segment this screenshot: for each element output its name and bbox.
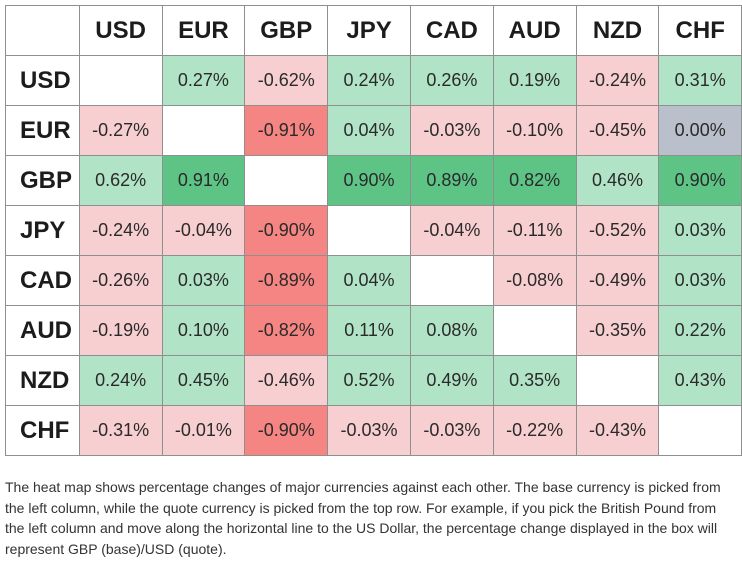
column-header-eur: EUR [161, 5, 246, 56]
column-header-jpy: JPY [327, 5, 411, 56]
cell-nzd-nzd [575, 355, 660, 406]
heatmap-row-gbp: GBP 0.62% 0.91% 0.90% 0.89% 0.82% 0.46% 0.90% [5, 155, 742, 206]
cell-gbp-nzd: 0.46% [575, 155, 660, 206]
cell-cad-cad [409, 255, 494, 306]
heatmap-row-eur: EUR -0.27% -0.91% 0.04% -0.03% -0.10% -0.45% 0.… [5, 105, 742, 156]
cell-eur-jpy: 0.04% [327, 105, 411, 156]
cell-nzd-cad: 0.49% [409, 355, 494, 406]
row-header-jpy: JPY [5, 205, 80, 256]
cell-eur-gbp: -0.91% [244, 105, 329, 156]
cell-chf-usd: -0.31% [78, 405, 163, 456]
row-header-chf: CHF [5, 405, 80, 456]
cell-aud-cad: 0.08% [409, 305, 494, 356]
row-header-gbp: GBP [5, 155, 80, 206]
cell-cad-gbp: -0.89% [244, 255, 329, 306]
cell-eur-aud: -0.10% [492, 105, 577, 156]
cell-aud-eur: 0.10% [161, 305, 246, 356]
cell-gbp-jpy: 0.90% [327, 155, 411, 206]
heatmap-row-nzd: NZD 0.24% 0.45% -0.46% 0.52% 0.49% 0.35% 0.43% [5, 355, 742, 406]
heatmap-caption: The heat map shows percentage changes of… [5, 479, 721, 557]
cell-gbp-chf: 0.90% [658, 155, 742, 206]
row-header-cad: CAD [5, 255, 80, 306]
heatmap-row-usd: USD 0.27% -0.62% 0.24% 0.26% 0.19% -0.24% 0.31% [5, 55, 742, 106]
cell-usd-eur: 0.27% [161, 55, 246, 106]
cell-chf-jpy: -0.03% [327, 405, 411, 456]
cell-usd-gbp: -0.62% [244, 55, 329, 106]
cell-jpy-cad: -0.04% [409, 205, 494, 256]
cell-cad-nzd: -0.49% [575, 255, 660, 306]
cell-eur-usd: -0.27% [78, 105, 163, 156]
column-header-usd: USD [78, 5, 163, 56]
cell-jpy-eur: -0.04% [161, 205, 246, 256]
heatmap-body: USD 0.27% -0.62% 0.24% 0.26% 0.19% -0.24% 0.31%… [5, 55, 742, 456]
column-header-chf: CHF [658, 5, 742, 56]
cell-cad-usd: -0.26% [78, 255, 163, 306]
cell-aud-chf: 0.22% [658, 305, 742, 356]
cell-usd-usd [78, 55, 163, 106]
cell-jpy-chf: 0.03% [658, 205, 742, 256]
cell-aud-usd: -0.19% [78, 305, 163, 356]
cell-aud-jpy: 0.11% [327, 305, 411, 356]
cell-nzd-aud: 0.35% [492, 355, 577, 406]
cell-cad-eur: 0.03% [161, 255, 246, 306]
cell-nzd-usd: 0.24% [78, 355, 163, 406]
cell-eur-chf: 0.00% [658, 105, 742, 156]
cell-nzd-jpy: 0.52% [327, 355, 411, 406]
cell-jpy-gbp: -0.90% [244, 205, 329, 256]
corner-cell [5, 5, 80, 56]
cell-usd-nzd: -0.24% [575, 55, 660, 106]
cell-chf-eur: -0.01% [161, 405, 246, 456]
cell-usd-jpy: 0.24% [327, 55, 411, 106]
cell-gbp-gbp [244, 155, 329, 206]
column-header-nzd: NZD [575, 5, 660, 56]
cell-cad-chf: 0.03% [658, 255, 742, 306]
cell-usd-aud: 0.19% [492, 55, 577, 106]
column-header-gbp: GBP [244, 5, 329, 56]
cell-nzd-chf: 0.43% [658, 355, 742, 406]
cell-eur-eur [161, 105, 246, 156]
cell-chf-gbp: -0.90% [244, 405, 329, 456]
cell-gbp-aud: 0.82% [492, 155, 577, 206]
currency-heatmap: USD EUR GBP JPY CAD AUD NZD CHF USD 0.27% -0.62% 0… [5, 5, 742, 456]
cell-cad-jpy: 0.04% [327, 255, 411, 306]
column-header-row: USD EUR GBP JPY CAD AUD NZD CHF [5, 5, 742, 56]
cell-nzd-eur: 0.45% [161, 355, 246, 406]
cell-jpy-nzd: -0.52% [575, 205, 660, 256]
column-header-aud: AUD [492, 5, 577, 56]
cell-chf-nzd: -0.43% [575, 405, 660, 456]
cell-gbp-usd: 0.62% [78, 155, 163, 206]
cell-usd-cad: 0.26% [409, 55, 494, 106]
cell-chf-chf [658, 405, 742, 456]
row-header-usd: USD [5, 55, 80, 106]
cell-chf-aud: -0.22% [492, 405, 577, 456]
cell-jpy-usd: -0.24% [78, 205, 163, 256]
row-header-nzd: NZD [5, 355, 80, 406]
cell-nzd-gbp: -0.46% [244, 355, 329, 406]
cell-cad-aud: -0.08% [492, 255, 577, 306]
cell-jpy-jpy [327, 205, 411, 256]
cell-gbp-cad: 0.89% [409, 155, 494, 206]
heatmap-row-aud: AUD -0.19% 0.10% -0.82% 0.11% 0.08% -0.35% 0.22… [5, 305, 742, 356]
cell-jpy-aud: -0.11% [492, 205, 577, 256]
cell-eur-cad: -0.03% [409, 105, 494, 156]
cell-aud-gbp: -0.82% [244, 305, 329, 356]
cell-aud-aud [492, 305, 577, 356]
heatmap-row-jpy: JPY -0.24% -0.04% -0.90% -0.04% -0.11% -0.52% 0… [5, 205, 742, 256]
row-header-aud: AUD [5, 305, 80, 356]
cell-aud-nzd: -0.35% [575, 305, 660, 356]
row-header-eur: EUR [5, 105, 80, 156]
cell-gbp-eur: 0.91% [161, 155, 246, 206]
heatmap-row-cad: CAD -0.26% 0.03% -0.89% 0.04% -0.08% -0.49% 0.0… [5, 255, 742, 306]
heatmap-row-chf: CHF -0.31% -0.01% -0.90% -0.03% -0.03% -0.22% -… [5, 405, 742, 456]
cell-usd-chf: 0.31% [658, 55, 742, 106]
cell-eur-nzd: -0.45% [575, 105, 660, 156]
column-header-cad: CAD [409, 5, 494, 56]
cell-chf-cad: -0.03% [409, 405, 494, 456]
